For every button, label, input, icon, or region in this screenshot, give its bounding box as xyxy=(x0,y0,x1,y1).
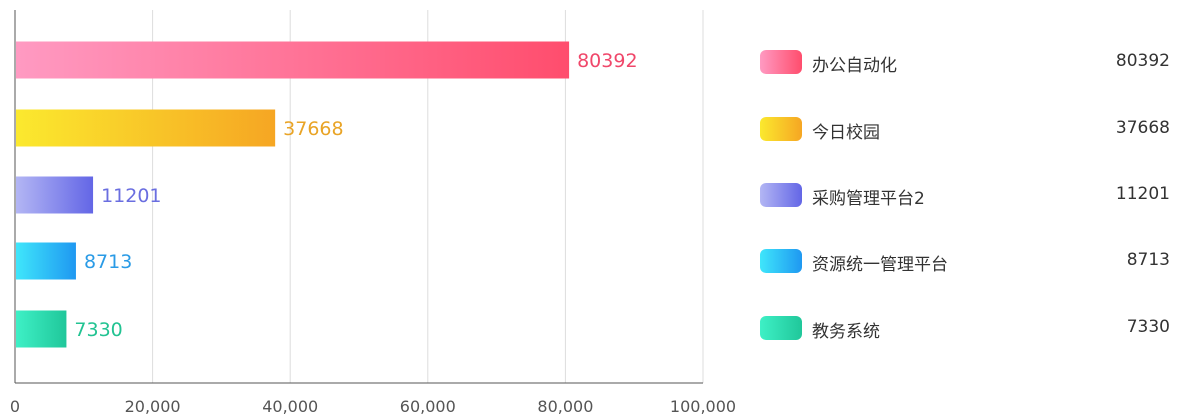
x-tick-label: 0 xyxy=(10,397,20,416)
legend-swatch xyxy=(760,117,802,141)
legend-item[interactable]: 今日校园 37668 xyxy=(760,114,1170,144)
legend-label: 办公自动化 xyxy=(812,56,897,76)
legend-item[interactable]: 资源统一管理平台 8713 xyxy=(760,246,1170,276)
legend-item[interactable]: 办公自动化 80392 xyxy=(760,47,1170,77)
bar-value-label: 37668 xyxy=(283,118,343,140)
x-tick-label: 40,000 xyxy=(262,397,318,416)
bar-value-label: 11201 xyxy=(101,185,161,207)
bar xyxy=(16,242,76,280)
bar xyxy=(16,109,276,147)
legend-swatch xyxy=(760,316,802,340)
bar xyxy=(16,176,94,214)
legend-value: 8713 xyxy=(1126,250,1170,270)
bar-value-label: 8713 xyxy=(84,251,132,273)
bar-value-label: 80392 xyxy=(577,50,637,72)
bar-value-label: 7330 xyxy=(74,319,122,341)
legend-swatch xyxy=(760,249,802,273)
bar-chart: 80392 37668 11201 8713 7330 0 20,000 40,000 60,… xyxy=(10,10,736,416)
legend-label: 采购管理平台2 xyxy=(812,189,925,209)
legend-item[interactable]: 教务系统 7330 xyxy=(760,313,1170,343)
legend: 办公自动化 80392 今日校园 37668 采购管理平台2 11201 资源统一管理平台 8… xyxy=(760,0,1170,419)
legend-item[interactable]: 采购管理平台2 11201 xyxy=(760,180,1170,210)
legend-value: 7330 xyxy=(1126,317,1170,337)
legend-swatch xyxy=(760,50,802,74)
x-tick-label: 20,000 xyxy=(125,397,181,416)
legend-label: 今日校园 xyxy=(812,123,880,143)
legend-label: 资源统一管理平台 xyxy=(812,255,948,275)
legend-value: 80392 xyxy=(1115,51,1170,71)
x-tick-label: 80,000 xyxy=(537,397,593,416)
x-axis: 0 20,000 40,000 60,000 80,000 100,000 xyxy=(10,10,736,416)
legend-value: 37668 xyxy=(1115,118,1170,138)
x-tick-label: 60,000 xyxy=(400,397,456,416)
bar xyxy=(16,310,67,348)
bar xyxy=(16,41,570,79)
x-tick-label: 100,000 xyxy=(670,397,736,416)
legend-swatch xyxy=(760,183,802,207)
legend-value: 11201 xyxy=(1115,184,1170,204)
bars: 80392 37668 11201 8713 7330 xyxy=(16,41,638,348)
legend-label: 教务系统 xyxy=(812,322,880,342)
